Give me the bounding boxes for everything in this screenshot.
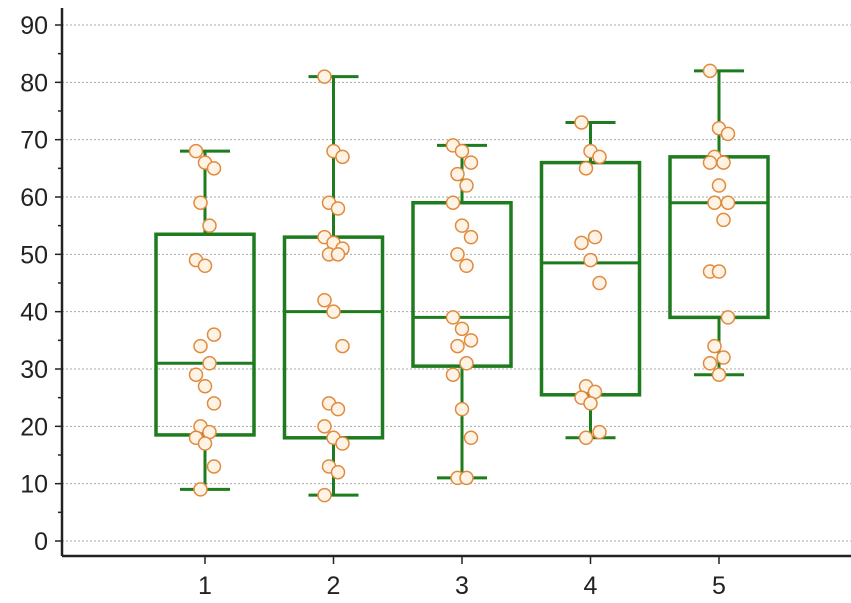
- data-point: [445, 367, 461, 382]
- data-point: [707, 195, 722, 210]
- data-point: [330, 401, 346, 417]
- data-point: [335, 149, 350, 165]
- data-point: [720, 195, 736, 210]
- data-point: [574, 235, 589, 251]
- data-point: [459, 470, 474, 486]
- data-point: [459, 178, 474, 193]
- points-category-5: [702, 63, 736, 382]
- boxes: [154, 69, 770, 497]
- data-point: [197, 258, 213, 274]
- data-point: [197, 378, 213, 394]
- data-point: [454, 143, 470, 159]
- data-point: [459, 258, 474, 274]
- points-category-2: [317, 69, 350, 503]
- y-tick-label: 20: [20, 413, 48, 441]
- data-point: [459, 356, 474, 371]
- data-point: [592, 149, 607, 165]
- data-point: [716, 155, 731, 170]
- data-point: [463, 229, 479, 245]
- data-point: [206, 161, 222, 176]
- data-points: [188, 63, 736, 503]
- points-category-1: [188, 143, 222, 497]
- points-category-4: [574, 115, 607, 446]
- data-point: [574, 115, 589, 130]
- x-tick-label: 4: [584, 572, 598, 600]
- data-point: [454, 401, 470, 417]
- y-tick-label: 70: [20, 127, 48, 155]
- data-point: [463, 155, 479, 170]
- data-point: [592, 424, 607, 440]
- data-point: [206, 396, 222, 411]
- data-point: [716, 212, 731, 228]
- data-point: [578, 161, 594, 176]
- data-point: [317, 487, 332, 503]
- data-point: [583, 252, 598, 268]
- data-point: [587, 229, 603, 245]
- data-point: [702, 356, 718, 371]
- x-tick-label: 1: [198, 572, 212, 600]
- data-point: [454, 321, 470, 337]
- data-point: [335, 436, 350, 451]
- data-point: [188, 143, 204, 159]
- data-point: [193, 195, 208, 210]
- data-point: [450, 247, 465, 262]
- data-point: [193, 338, 208, 354]
- data-point: [317, 292, 332, 308]
- data-point: [592, 275, 607, 291]
- data-point: [330, 247, 346, 262]
- data-point: [583, 396, 598, 411]
- x-tick-label: 5: [712, 572, 726, 600]
- data-point: [707, 338, 722, 354]
- y-tick-label: 40: [20, 299, 48, 327]
- data-point: [188, 367, 204, 382]
- data-point: [197, 436, 213, 451]
- data-point: [720, 126, 736, 142]
- data-point: [702, 63, 718, 79]
- data-point: [330, 201, 346, 216]
- data-point: [463, 333, 479, 348]
- y-tick-label: 90: [20, 12, 48, 40]
- data-point: [450, 338, 465, 354]
- data-point: [330, 464, 346, 480]
- y-tick-label: 60: [20, 184, 48, 212]
- data-point: [716, 350, 731, 365]
- x-tick-label: 3: [455, 572, 469, 600]
- data-point: [193, 482, 208, 497]
- y-tick-label: 0: [34, 528, 48, 556]
- data-point: [326, 304, 341, 319]
- grid-lines: [62, 24, 851, 542]
- data-point: [450, 166, 465, 182]
- data-point: [463, 430, 479, 446]
- y-axis-ticks: 0 10 20 30 40 50 60 70 80 90: [20, 12, 62, 556]
- data-point: [711, 367, 727, 382]
- data-point: [445, 195, 461, 210]
- data-point: [317, 419, 332, 434]
- x-tick-label: 2: [327, 572, 341, 600]
- points-category-3: [445, 138, 479, 486]
- x-axis-ticks: 1 2 3 4 5: [198, 556, 726, 600]
- data-point: [202, 356, 217, 371]
- data-point: [317, 69, 332, 84]
- y-tick-label: 50: [20, 241, 48, 269]
- y-tick-label: 80: [20, 69, 48, 97]
- data-point: [720, 310, 736, 325]
- data-point: [202, 218, 217, 233]
- data-point: [335, 338, 350, 354]
- data-point: [702, 155, 718, 170]
- data-point: [454, 218, 470, 233]
- data-point: [578, 430, 594, 446]
- data-point: [206, 327, 222, 342]
- data-point: [445, 310, 461, 325]
- data-point: [711, 178, 727, 193]
- data-point: [206, 459, 222, 474]
- data-point: [711, 264, 727, 279]
- y-tick-label: 30: [20, 356, 48, 384]
- y-tick-label: 10: [20, 471, 48, 499]
